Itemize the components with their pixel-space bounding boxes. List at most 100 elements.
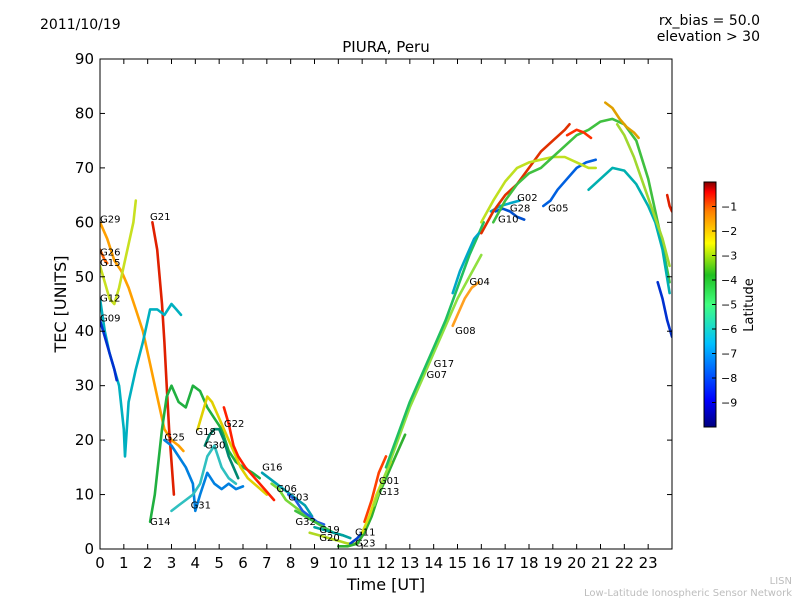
series-G03	[287, 493, 326, 526]
prn-label-G15: G15	[100, 258, 120, 269]
axes: 0 1 2 3 4 5 6 7 8 9 10 11 12 13 14 15 16 17 18 19 20 21 22 2301…	[75, 50, 672, 572]
prn-label-G06: G06	[276, 484, 296, 495]
x-tick-label: 19	[543, 554, 562, 572]
x-axis-label: Time [UT]	[346, 575, 425, 594]
prn-label-G29: G29	[100, 215, 120, 226]
y-tick-label: 10	[75, 486, 94, 504]
series-G23	[337, 433, 407, 548]
x-tick-label: 22	[615, 554, 634, 572]
colorbar-tick-label: −4	[721, 274, 737, 287]
series-G31	[170, 444, 238, 513]
prn-label-G31: G31	[191, 500, 211, 511]
prn-label-G11: G11	[355, 528, 375, 539]
prn-label-G21: G21	[150, 212, 170, 223]
series-G22	[222, 406, 276, 502]
x-tick-label: 13	[400, 554, 419, 572]
series-G02	[480, 123, 571, 235]
series-G31b	[565, 128, 593, 140]
x-tick-label: 8	[286, 554, 296, 572]
colorbar-ticks: −1 −2 −3 −4 −5 −6 −7 −8 −9	[712, 201, 737, 410]
date-label: 2011/10/19	[40, 17, 121, 33]
prn-label-G17: G17	[434, 359, 454, 370]
colorbar-tick-label: −9	[721, 397, 737, 410]
series-G26b	[587, 166, 671, 295]
x-tick-label: 6	[238, 554, 248, 572]
x-tick-label: 11	[353, 554, 372, 572]
series-G30b	[615, 123, 671, 268]
x-tick-label: 18	[519, 554, 538, 572]
x-tick-label: 3	[167, 554, 177, 572]
x-tick-label: 10	[329, 554, 348, 572]
x-tick-label: 1	[119, 554, 129, 572]
prn-label-G19: G19	[319, 525, 339, 536]
series-G09b	[665, 193, 672, 213]
prn-label-G16: G16	[262, 462, 282, 473]
series-G16	[260, 471, 314, 518]
colorbar-label: Latitude	[742, 278, 757, 332]
y-tick-label: 0	[84, 540, 94, 558]
prn-label-G14: G14	[150, 517, 170, 528]
series-G07	[372, 253, 483, 507]
prn-label-G02: G02	[517, 193, 537, 204]
x-tick-label: 17	[496, 554, 515, 572]
prn-label-G25: G25	[164, 432, 184, 443]
colorbar-tick-label: −6	[721, 323, 737, 336]
prn-label-G23: G23	[355, 539, 375, 550]
prn-label-G04: G04	[469, 277, 489, 288]
x-tick-label: 7	[262, 554, 272, 572]
x-tick-label: 2	[143, 554, 153, 572]
y-tick-label: 80	[75, 104, 94, 122]
series-G17	[384, 221, 485, 469]
series-G04	[451, 231, 481, 295]
x-tick-label: 0	[95, 554, 105, 572]
series-G01	[363, 455, 388, 524]
series-G15b	[604, 101, 640, 140]
series-G08	[451, 280, 481, 328]
prn-label-G12: G12	[100, 294, 120, 305]
x-tick-label: 20	[567, 554, 586, 572]
x-tick-label: 21	[591, 554, 610, 572]
colorbar-tick-label: −7	[721, 348, 737, 361]
prn-label-G05: G05	[548, 204, 568, 215]
prn-label-G28: G28	[510, 204, 530, 215]
series-G26	[100, 248, 109, 265]
colorbar-tick-label: −3	[721, 250, 737, 263]
y-tick-label: 70	[75, 159, 94, 177]
prn-label-G18: G18	[195, 427, 215, 438]
prn-label-G32: G32	[295, 517, 315, 528]
credit-long: Low-Latitude Ionospheric Sensor Network	[584, 588, 792, 599]
elevation-label: elevation > 30	[656, 29, 760, 45]
chart-title: PIURA, Peru	[342, 38, 429, 56]
series-layer	[100, 101, 672, 548]
x-tick-label: 12	[376, 554, 395, 572]
prn-label-G22: G22	[224, 419, 244, 430]
series-G18	[196, 395, 269, 496]
series-G14	[148, 384, 261, 524]
y-axis-label: TEC [UNITS]	[51, 256, 70, 354]
colorbar-tick-label: −1	[721, 201, 737, 214]
series-G30	[203, 427, 240, 480]
series-G29	[100, 221, 185, 453]
series-G05	[542, 158, 597, 208]
credit-short: LISN	[769, 576, 792, 587]
prn-label-G03: G03	[288, 492, 308, 503]
prn-label-G07: G07	[427, 370, 447, 381]
y-tick-label: 90	[75, 50, 94, 68]
series-G27	[480, 155, 597, 224]
y-tick-label: 20	[75, 431, 94, 449]
y-tick-label: 50	[75, 268, 94, 286]
series-G19	[313, 525, 352, 540]
y-tick-label: 30	[75, 377, 94, 395]
colorbar-tick-label: −2	[721, 225, 737, 238]
rx-bias-label: rx_bias = 50.0	[658, 13, 760, 29]
series-G11	[349, 531, 364, 545]
y-tick-label: 40	[75, 322, 94, 340]
x-tick-label: 15	[448, 554, 467, 572]
prn-label-G10: G10	[498, 215, 518, 226]
series-G21	[151, 221, 176, 496]
prn-label-G09: G09	[100, 314, 120, 325]
prn-label-G26: G26	[100, 247, 120, 258]
series-G09	[100, 319, 118, 382]
x-tick-label: 23	[639, 554, 658, 572]
